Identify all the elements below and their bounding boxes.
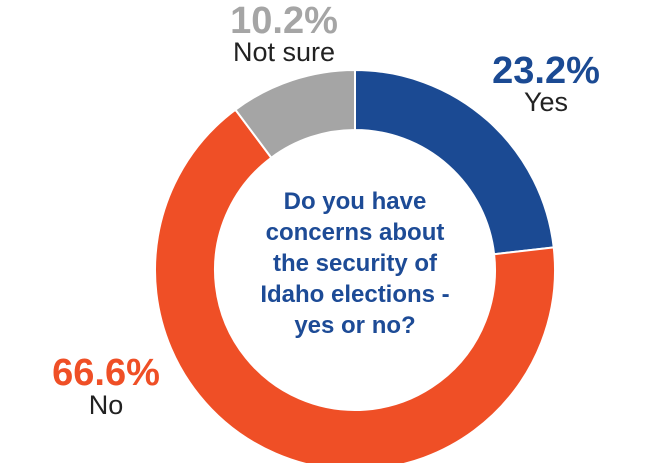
donut-slices xyxy=(154,68,556,468)
slice-category-label-yes: Yes xyxy=(524,87,568,117)
slice-category-label-no: No xyxy=(89,390,124,420)
slice-value-label-no: 66.6% xyxy=(52,352,160,394)
slice-labels: 23.2% Yes 66.6% No 10.2% Not sure xyxy=(52,0,600,420)
center-question-line-3: the security of xyxy=(273,250,438,277)
center-question-line-4: Idaho elections - xyxy=(260,281,449,308)
slice-no xyxy=(154,108,556,468)
center-question-line-1: Do you have xyxy=(284,188,427,215)
slice-value-label-not-sure: 10.2% xyxy=(230,0,338,42)
slice-category-label-not-sure: Not sure xyxy=(233,37,335,67)
center-question: Do you have concerns about the security … xyxy=(260,188,449,339)
slice-not-sure xyxy=(234,68,356,160)
slice-value-label-yes: 23.2% xyxy=(492,50,600,92)
center-question-line-2: concerns about xyxy=(266,219,445,246)
center-question-line-5: yes or no? xyxy=(294,312,415,339)
